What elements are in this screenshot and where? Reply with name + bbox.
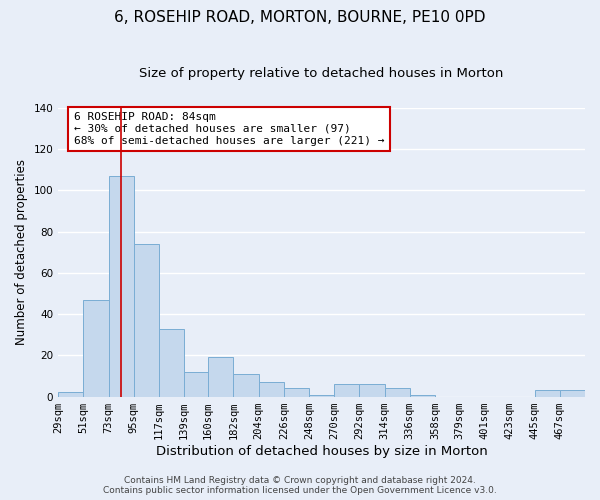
Bar <box>535 390 560 396</box>
Bar <box>184 372 208 396</box>
Bar <box>259 382 284 396</box>
Bar <box>410 394 435 396</box>
Bar <box>560 390 585 396</box>
Bar <box>359 384 385 396</box>
Bar <box>309 394 334 396</box>
Bar <box>83 300 109 396</box>
Y-axis label: Number of detached properties: Number of detached properties <box>15 160 28 346</box>
Bar <box>208 358 233 397</box>
Bar <box>233 374 259 396</box>
Bar <box>334 384 359 396</box>
Text: 6 ROSEHIP ROAD: 84sqm
← 30% of detached houses are smaller (97)
68% of semi-deta: 6 ROSEHIP ROAD: 84sqm ← 30% of detached … <box>74 112 385 146</box>
Bar <box>159 328 184 396</box>
X-axis label: Distribution of detached houses by size in Morton: Distribution of detached houses by size … <box>156 444 487 458</box>
Bar <box>284 388 309 396</box>
Bar <box>385 388 410 396</box>
Bar <box>134 244 159 396</box>
Bar <box>58 392 83 396</box>
Title: Size of property relative to detached houses in Morton: Size of property relative to detached ho… <box>139 68 504 80</box>
Text: 6, ROSEHIP ROAD, MORTON, BOURNE, PE10 0PD: 6, ROSEHIP ROAD, MORTON, BOURNE, PE10 0P… <box>114 10 486 25</box>
Bar <box>109 176 134 396</box>
Text: Contains HM Land Registry data © Crown copyright and database right 2024.
Contai: Contains HM Land Registry data © Crown c… <box>103 476 497 495</box>
